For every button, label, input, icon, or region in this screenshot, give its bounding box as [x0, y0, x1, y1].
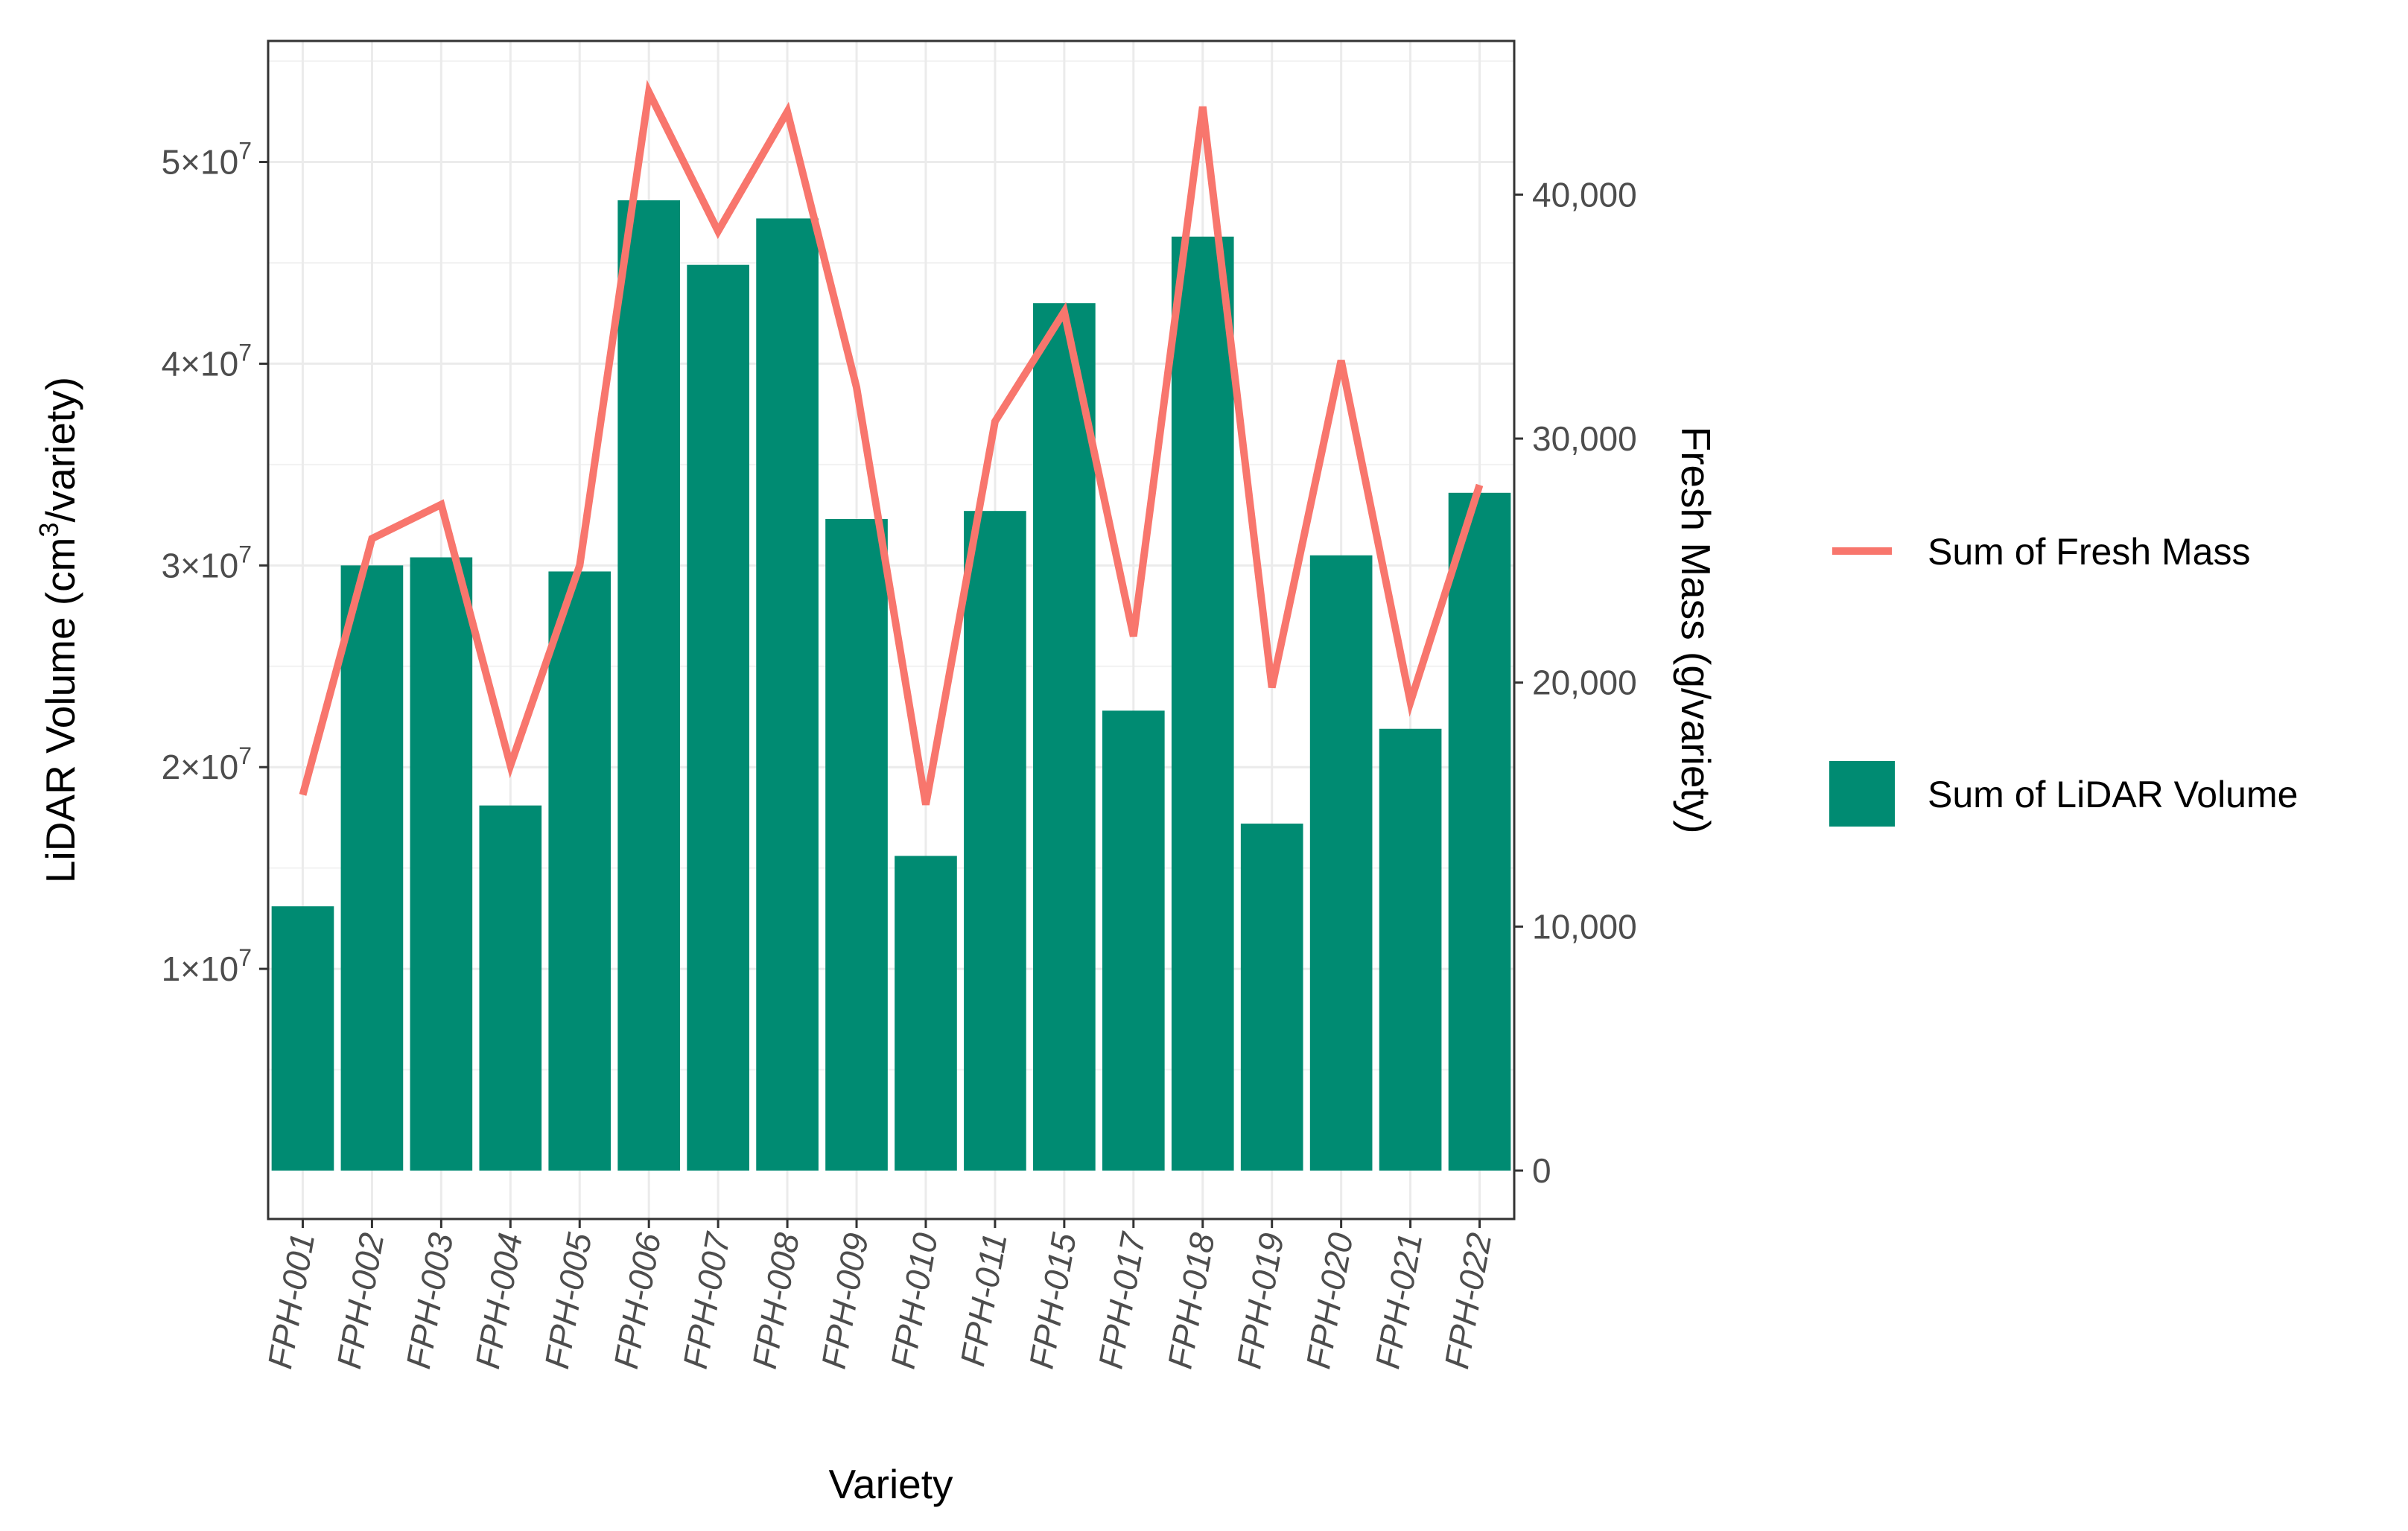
legend-label-lidar-volume: Sum of LiDAR Volume: [1928, 774, 2298, 815]
bar-fph-002: [340, 565, 404, 1171]
left-axis: 1×107 2×107 3×107 4×107 5×107: [162, 138, 268, 988]
bar-fph-001: [271, 906, 334, 1171]
legend-label-fresh-mass: Sum of Fresh Mass: [1928, 531, 2250, 573]
left-axis-title: LiDAR Volume (cm3/variety): [34, 377, 83, 883]
legend: Sum of Fresh Mass Sum of LiDAR Volume: [1829, 531, 2298, 827]
bar-fph-022: [1448, 492, 1511, 1171]
right-axis-tick-label: 0: [1532, 1151, 1551, 1190]
bars: [271, 200, 1511, 1171]
bar-fph-007: [687, 264, 749, 1171]
line-series-fresh-mass: [299, 80, 1484, 806]
fresh-mass-line: [299, 80, 1484, 806]
left-axis-tick-label: 2×107: [162, 742, 252, 786]
right-axis-tick-label: 30,000: [1532, 419, 1637, 458]
right-axis-tick-label: 20,000: [1532, 663, 1637, 702]
bar-fph-021: [1379, 728, 1442, 1171]
right-axis-tick-label: 10,000: [1532, 907, 1637, 946]
x-axis: FPH-001 FPH-002 FPH-003 FPH-004 FPH-005 FPH-0…: [260, 1219, 1499, 1372]
bar-fph-015: [1033, 303, 1096, 1171]
right-axis-tick-label: 40,000: [1532, 175, 1637, 214]
left-axis-tick-label: 3×107: [162, 541, 252, 585]
x-axis-title: Variety: [828, 1461, 953, 1507]
bar-fph-017: [1102, 710, 1165, 1171]
left-axis-tick-label: 4×107: [162, 339, 252, 383]
bar-fph-008: [756, 218, 819, 1171]
left-axis-tick-label: 5×107: [162, 138, 252, 182]
bar-fph-006: [617, 200, 681, 1171]
bar-fph-004: [479, 805, 542, 1171]
legend-key-lidar-volume: [1829, 761, 1895, 827]
bar-fph-018: [1171, 236, 1234, 1171]
right-axis-title: Fresh Mass (g/variety): [1673, 426, 1719, 833]
bar-fph-005: [548, 571, 611, 1171]
left-axis-tick-label: 1×107: [162, 944, 252, 988]
right-axis: 0 10,000 20,000 30,000 40,000: [1514, 175, 1637, 1190]
bar-fph-009: [825, 519, 888, 1171]
bar-fph-003: [410, 557, 473, 1171]
bar-fph-011: [964, 511, 1026, 1171]
bar-fph-019: [1240, 824, 1303, 1171]
bar-fph-020: [1309, 555, 1373, 1171]
panel-border: [267, 39, 1516, 1220]
bar-fph-010: [895, 856, 957, 1171]
